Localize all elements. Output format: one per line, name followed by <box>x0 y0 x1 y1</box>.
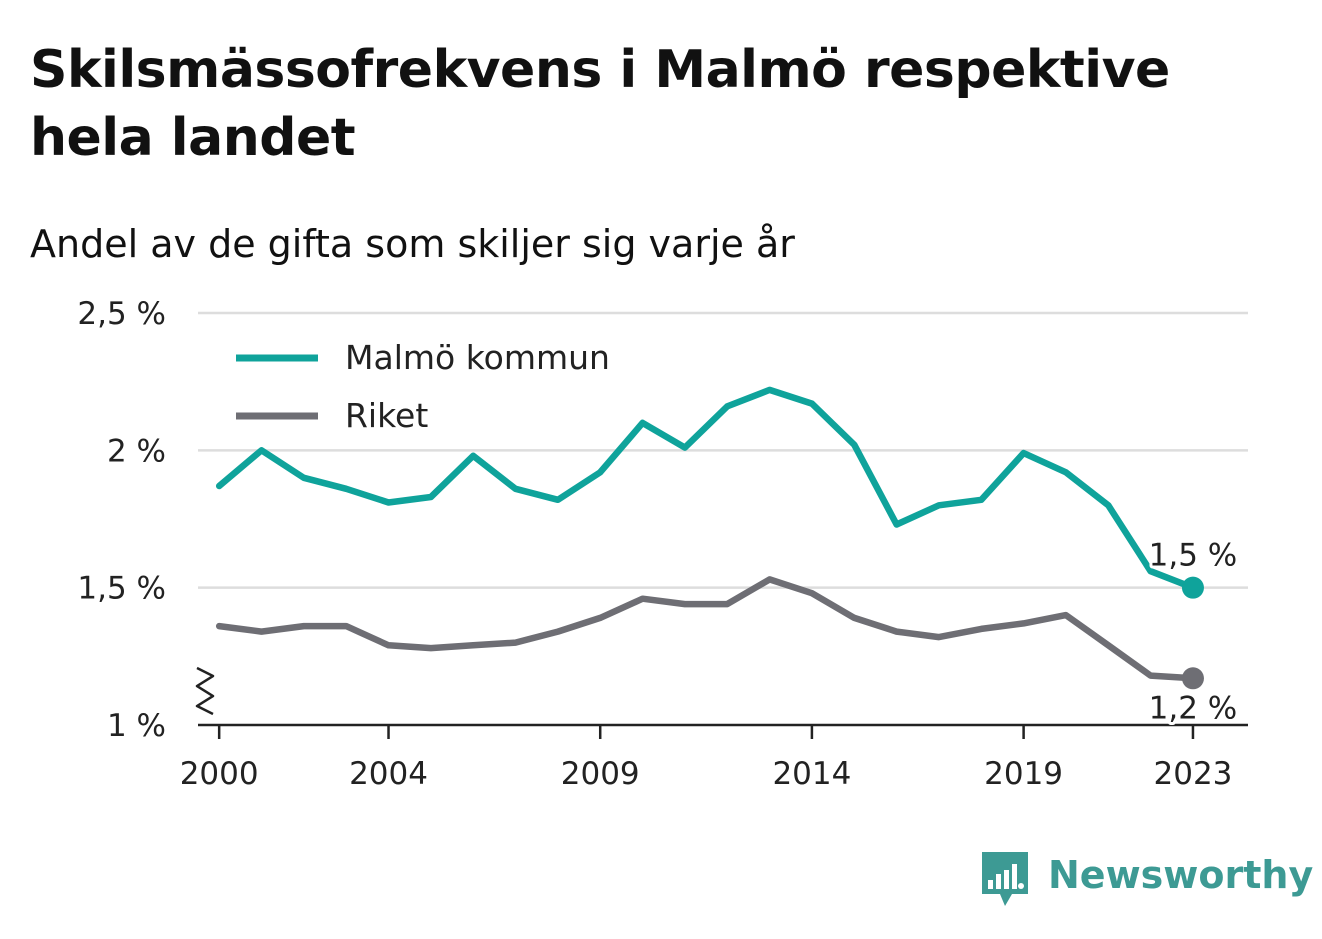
legend-label: Malmö kommun <box>345 338 610 377</box>
y-tick-label: 1,5 % <box>77 571 166 607</box>
end-marker-riket <box>1181 667 1204 690</box>
y-axis-tick-labels: 1 % 1,5 % 2 % 2,5 % <box>77 296 166 744</box>
gridlines <box>198 311 1248 589</box>
chart-subtitle: Andel av de gifta som skiljer sig varje … <box>30 222 795 266</box>
newsworthy-chart-bubble-icon <box>982 852 1028 906</box>
legend-label: Riket <box>345 396 428 435</box>
end-value-label: 1,5 % <box>1149 538 1238 574</box>
end-markers: 1,5 % 1,2 % <box>1146 535 1241 730</box>
x-axis: 2000 2004 2009 2014 2019 2023 <box>180 666 1248 792</box>
axis-break-zigzag <box>195 666 215 716</box>
series-line-malm-kommun <box>215 386 1197 591</box>
x-tick-label: 2009 <box>561 756 640 792</box>
series-lines <box>215 386 1197 682</box>
x-tick-label: 2019 <box>984 756 1063 792</box>
x-tick-label: 2004 <box>349 756 428 792</box>
newsworthy-logo: Newsworthy <box>980 848 1313 910</box>
legend: Malmö kommun Riket <box>236 338 610 435</box>
y-tick-label: 1 % <box>107 708 166 744</box>
y-tick-label: 2 % <box>107 433 166 469</box>
x-tick-label: 2014 <box>772 756 851 792</box>
series-line-riket <box>215 576 1197 682</box>
end-marker-malm-kommun <box>1181 576 1204 599</box>
brand-name: Newsworthy <box>1048 853 1314 897</box>
chart-title: Skilsmässofrekvens i Malmö respektive he… <box>30 40 1170 168</box>
end-value-label: 1,2 % <box>1149 690 1238 726</box>
x-tick-label: 2000 <box>180 756 259 792</box>
x-tick-label: 2023 <box>1154 756 1233 792</box>
y-tick-label: 2,5 % <box>77 296 166 332</box>
